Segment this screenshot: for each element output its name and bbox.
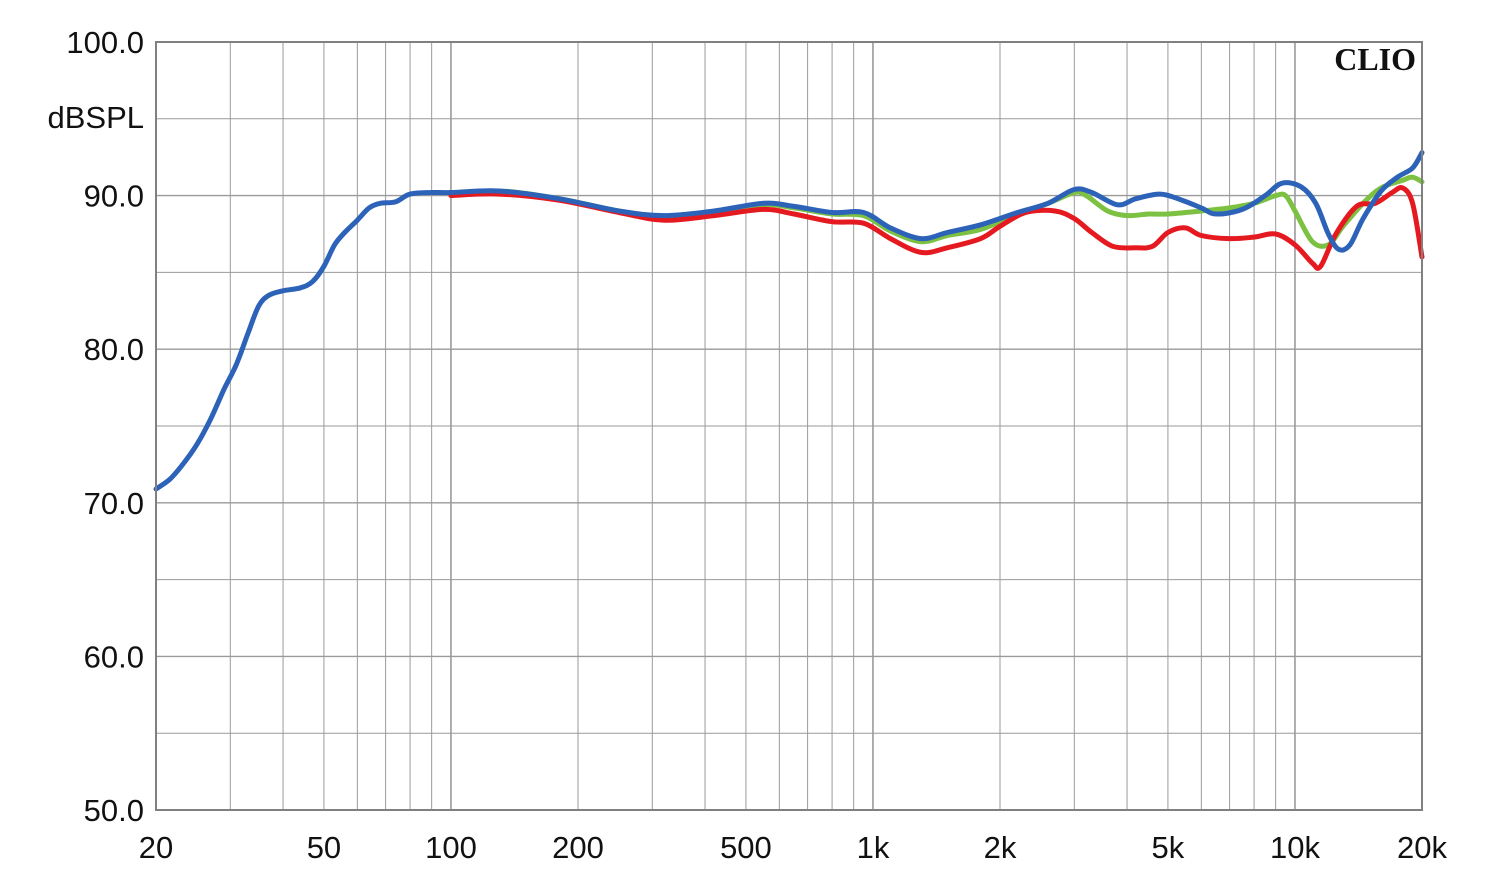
y-tick-label: 100.0 <box>66 25 144 60</box>
x-tick-label: 2k <box>984 830 1017 865</box>
x-tick-label: 100 <box>425 830 477 865</box>
series-line-3 <box>153 150 1425 492</box>
plot-frame <box>155 41 1423 811</box>
minor-gridlines <box>156 42 1422 810</box>
x-tick-label: 20 <box>139 830 173 865</box>
x-tick-label: 20k <box>1397 830 1447 865</box>
y-tick-label: 80.0 <box>84 332 144 367</box>
x-tick-label: 50 <box>307 830 341 865</box>
x-tick-labels: 20 50 100 200 500 1k 2k 5k 10k 20k <box>139 830 1448 865</box>
y-tick-labels: 100.0 90.0 80.0 70.0 60.0 50.0 <box>66 25 144 828</box>
x-tick-label: 5k <box>1152 830 1185 865</box>
y-tick-label: 60.0 <box>84 639 144 674</box>
x-tick-label: 500 <box>720 830 772 865</box>
y-axis-unit-label: dBSPL <box>47 100 144 135</box>
x-tick-label: 10k <box>1270 830 1320 865</box>
x-tick-label: 200 <box>552 830 604 865</box>
x-tick-label: 1k <box>857 830 890 865</box>
y-tick-label: 50.0 <box>84 793 144 828</box>
series-line-2 <box>448 184 1425 271</box>
y-tick-label: 90.0 <box>84 179 144 214</box>
y-tick-label: 70.0 <box>84 486 144 521</box>
series-layer <box>153 150 1425 492</box>
major-gridlines <box>450 42 1296 810</box>
clio-brand-label: CLIO <box>1334 41 1416 77</box>
